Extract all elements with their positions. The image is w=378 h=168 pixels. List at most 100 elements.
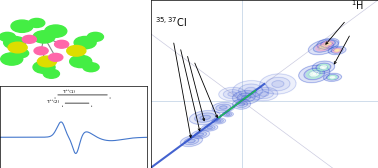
Circle shape bbox=[45, 25, 67, 37]
Polygon shape bbox=[260, 92, 269, 96]
Polygon shape bbox=[212, 102, 235, 113]
Polygon shape bbox=[336, 50, 339, 51]
Circle shape bbox=[1, 53, 23, 65]
Circle shape bbox=[67, 46, 86, 56]
Polygon shape bbox=[334, 49, 340, 52]
Polygon shape bbox=[320, 65, 327, 69]
Polygon shape bbox=[321, 46, 326, 48]
Polygon shape bbox=[188, 139, 195, 143]
Polygon shape bbox=[326, 43, 330, 45]
Polygon shape bbox=[328, 46, 346, 55]
Polygon shape bbox=[318, 64, 329, 70]
Polygon shape bbox=[235, 101, 248, 108]
Circle shape bbox=[22, 35, 36, 43]
Polygon shape bbox=[217, 120, 221, 122]
Text: $^{1}$H: $^{1}$H bbox=[351, 0, 364, 12]
Polygon shape bbox=[232, 91, 260, 104]
Polygon shape bbox=[255, 90, 273, 99]
Polygon shape bbox=[327, 75, 339, 80]
Polygon shape bbox=[232, 99, 251, 109]
Polygon shape bbox=[331, 77, 334, 78]
Polygon shape bbox=[220, 106, 227, 109]
Polygon shape bbox=[326, 43, 330, 45]
Polygon shape bbox=[328, 75, 337, 79]
Polygon shape bbox=[232, 81, 269, 101]
Polygon shape bbox=[334, 49, 340, 52]
Polygon shape bbox=[192, 130, 209, 139]
Polygon shape bbox=[330, 76, 335, 78]
Circle shape bbox=[11, 20, 33, 32]
Circle shape bbox=[37, 56, 56, 67]
Polygon shape bbox=[335, 50, 339, 51]
Polygon shape bbox=[237, 93, 255, 102]
Circle shape bbox=[34, 47, 48, 55]
Polygon shape bbox=[336, 50, 338, 51]
Polygon shape bbox=[316, 43, 331, 51]
Polygon shape bbox=[311, 72, 318, 76]
Polygon shape bbox=[321, 46, 327, 49]
Polygon shape bbox=[224, 112, 231, 116]
Polygon shape bbox=[317, 38, 339, 49]
Polygon shape bbox=[204, 125, 215, 130]
Circle shape bbox=[49, 53, 63, 61]
Polygon shape bbox=[321, 40, 335, 47]
Polygon shape bbox=[327, 43, 329, 44]
Polygon shape bbox=[309, 71, 319, 77]
Polygon shape bbox=[335, 49, 340, 52]
Circle shape bbox=[54, 40, 69, 48]
Polygon shape bbox=[322, 41, 333, 46]
Text: Ti³⁺(2): Ti³⁺(2) bbox=[46, 100, 59, 104]
Polygon shape bbox=[198, 133, 203, 136]
Circle shape bbox=[4, 36, 26, 49]
Polygon shape bbox=[304, 68, 325, 80]
Circle shape bbox=[83, 63, 99, 72]
Polygon shape bbox=[299, 65, 330, 83]
Polygon shape bbox=[318, 45, 328, 50]
Polygon shape bbox=[272, 81, 284, 87]
Polygon shape bbox=[189, 111, 221, 125]
Polygon shape bbox=[245, 87, 257, 94]
Polygon shape bbox=[321, 66, 326, 68]
Polygon shape bbox=[309, 71, 319, 77]
Polygon shape bbox=[313, 42, 333, 52]
Polygon shape bbox=[330, 76, 336, 79]
Polygon shape bbox=[184, 138, 199, 145]
Polygon shape bbox=[324, 73, 342, 81]
Polygon shape bbox=[223, 90, 242, 99]
Circle shape bbox=[33, 31, 55, 43]
Polygon shape bbox=[331, 76, 334, 78]
Polygon shape bbox=[333, 48, 342, 52]
Polygon shape bbox=[219, 87, 246, 101]
Text: Ti³⁺(1): Ti³⁺(1) bbox=[62, 90, 75, 94]
Polygon shape bbox=[228, 92, 237, 96]
Polygon shape bbox=[266, 77, 290, 91]
Polygon shape bbox=[195, 113, 215, 122]
Polygon shape bbox=[239, 102, 245, 106]
Polygon shape bbox=[222, 112, 233, 117]
Circle shape bbox=[74, 36, 96, 49]
Polygon shape bbox=[226, 113, 230, 115]
Polygon shape bbox=[216, 104, 231, 111]
Polygon shape bbox=[307, 70, 322, 78]
Polygon shape bbox=[330, 76, 336, 79]
Polygon shape bbox=[322, 67, 325, 68]
Circle shape bbox=[43, 69, 59, 78]
Polygon shape bbox=[322, 66, 325, 68]
Circle shape bbox=[70, 55, 92, 68]
Polygon shape bbox=[332, 77, 333, 78]
Polygon shape bbox=[324, 42, 332, 46]
Circle shape bbox=[29, 18, 45, 27]
Polygon shape bbox=[322, 46, 325, 48]
Circle shape bbox=[12, 49, 29, 58]
Polygon shape bbox=[310, 71, 319, 77]
Polygon shape bbox=[324, 42, 332, 46]
Polygon shape bbox=[212, 118, 226, 124]
Text: $^{35,37}$Cl: $^{35,37}$Cl bbox=[155, 15, 187, 29]
Polygon shape bbox=[180, 136, 203, 146]
Polygon shape bbox=[242, 95, 251, 100]
Circle shape bbox=[87, 32, 104, 41]
Polygon shape bbox=[325, 42, 331, 45]
Polygon shape bbox=[320, 65, 327, 69]
Polygon shape bbox=[308, 39, 338, 55]
Polygon shape bbox=[318, 45, 328, 50]
